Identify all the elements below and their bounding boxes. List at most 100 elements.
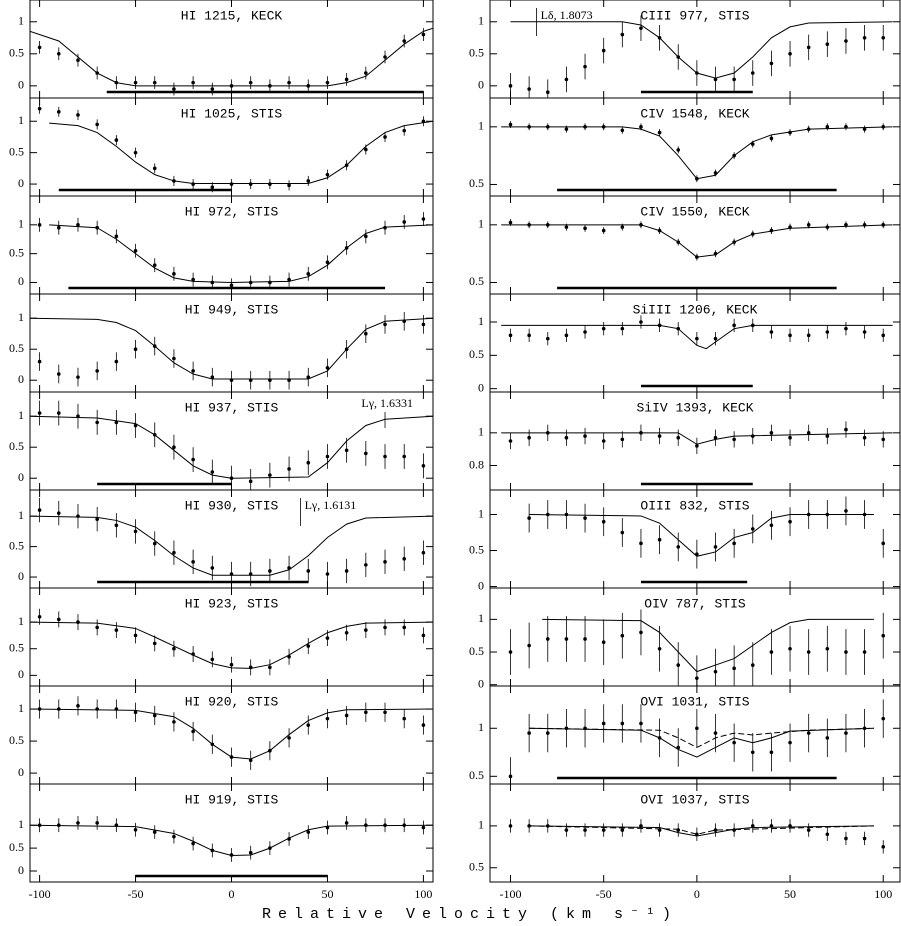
data-point bbox=[268, 748, 272, 753]
data-point bbox=[825, 125, 830, 129]
data-point bbox=[287, 277, 291, 282]
data-point bbox=[620, 828, 625, 832]
data-point bbox=[402, 454, 407, 459]
data-point bbox=[639, 630, 643, 635]
data-point bbox=[806, 45, 811, 50]
data-point bbox=[508, 439, 513, 443]
data-point bbox=[583, 226, 587, 231]
data-point bbox=[152, 713, 157, 718]
data-point bbox=[657, 828, 662, 832]
data-point bbox=[639, 721, 643, 726]
data-point bbox=[844, 509, 848, 513]
data-point bbox=[750, 527, 755, 531]
data-point bbox=[695, 552, 699, 556]
data-point bbox=[76, 58, 80, 63]
data-point bbox=[344, 569, 349, 573]
data-point bbox=[564, 333, 569, 338]
data-point bbox=[583, 828, 587, 832]
data-point bbox=[56, 52, 61, 56]
data-point bbox=[95, 707, 99, 711]
data-point bbox=[133, 633, 138, 638]
data-point bbox=[639, 431, 643, 435]
data-point bbox=[364, 147, 368, 152]
data-point bbox=[229, 182, 234, 186]
data-point bbox=[788, 740, 792, 745]
data-point bbox=[881, 716, 886, 721]
data-point bbox=[287, 378, 291, 383]
data-point bbox=[191, 369, 195, 373]
data-point bbox=[695, 255, 699, 259]
data-point bbox=[713, 828, 718, 832]
data-point bbox=[76, 514, 80, 518]
data-point bbox=[508, 333, 513, 338]
data-point bbox=[750, 434, 755, 438]
data-point bbox=[881, 35, 886, 40]
data-point bbox=[806, 828, 811, 832]
model-line bbox=[529, 727, 874, 758]
data-point bbox=[825, 330, 830, 334]
data-point bbox=[713, 336, 718, 341]
data-point bbox=[248, 665, 253, 670]
panel-data bbox=[501, 121, 893, 183]
data-point bbox=[172, 87, 176, 91]
data-point bbox=[306, 569, 311, 573]
data-point bbox=[172, 834, 176, 839]
data-point bbox=[695, 832, 699, 837]
data-point bbox=[76, 223, 80, 227]
panel-title: OIII 832, STIS bbox=[640, 498, 749, 513]
data-point bbox=[56, 372, 61, 376]
data-point bbox=[306, 644, 311, 648]
data-point bbox=[601, 640, 606, 645]
data-point bbox=[76, 414, 80, 418]
panel-data bbox=[508, 819, 886, 854]
x-tick-label: 100 bbox=[414, 887, 432, 901]
panel-data bbox=[30, 311, 433, 390]
y-tick-label: 0.5 bbox=[469, 347, 484, 361]
y-tick-label: 0.5 bbox=[9, 341, 24, 355]
data-point bbox=[383, 322, 387, 327]
data-point bbox=[268, 182, 272, 186]
data-point bbox=[676, 240, 681, 244]
data-point bbox=[844, 427, 848, 432]
data-point bbox=[657, 323, 662, 328]
data-point bbox=[229, 476, 234, 481]
data-point bbox=[383, 560, 387, 564]
data-point bbox=[383, 823, 387, 828]
data-point bbox=[172, 720, 176, 724]
data-point bbox=[344, 448, 349, 453]
data-point bbox=[306, 723, 311, 727]
data-point bbox=[402, 319, 407, 324]
data-point bbox=[508, 824, 513, 828]
data-point bbox=[695, 676, 699, 680]
data-point bbox=[95, 625, 99, 630]
data-point bbox=[620, 437, 625, 442]
data-point bbox=[862, 435, 867, 440]
data-point bbox=[676, 828, 681, 832]
data-point bbox=[862, 223, 867, 227]
y-tick-label: 1 bbox=[478, 425, 484, 439]
data-point bbox=[862, 836, 867, 841]
data-point bbox=[564, 637, 569, 641]
data-point bbox=[210, 375, 215, 379]
data-point bbox=[732, 740, 736, 745]
data-point bbox=[750, 323, 755, 328]
data-point bbox=[133, 248, 138, 253]
data-point bbox=[750, 142, 755, 146]
data-point bbox=[229, 755, 234, 759]
data-point bbox=[133, 150, 138, 155]
data-point bbox=[601, 125, 606, 129]
y-tick-label: 1 bbox=[478, 506, 484, 520]
data-point bbox=[421, 825, 426, 830]
data-point bbox=[825, 225, 830, 229]
panel-title: HI 949, STIS bbox=[185, 302, 279, 317]
data-point bbox=[95, 122, 99, 127]
y-tick-label: 0.5 bbox=[469, 46, 484, 60]
data-point bbox=[37, 45, 42, 50]
data-point bbox=[325, 825, 330, 830]
data-point bbox=[788, 646, 792, 651]
data-point bbox=[421, 723, 426, 727]
data-point bbox=[806, 431, 811, 435]
panel-data bbox=[508, 15, 893, 98]
data-point bbox=[172, 272, 176, 276]
